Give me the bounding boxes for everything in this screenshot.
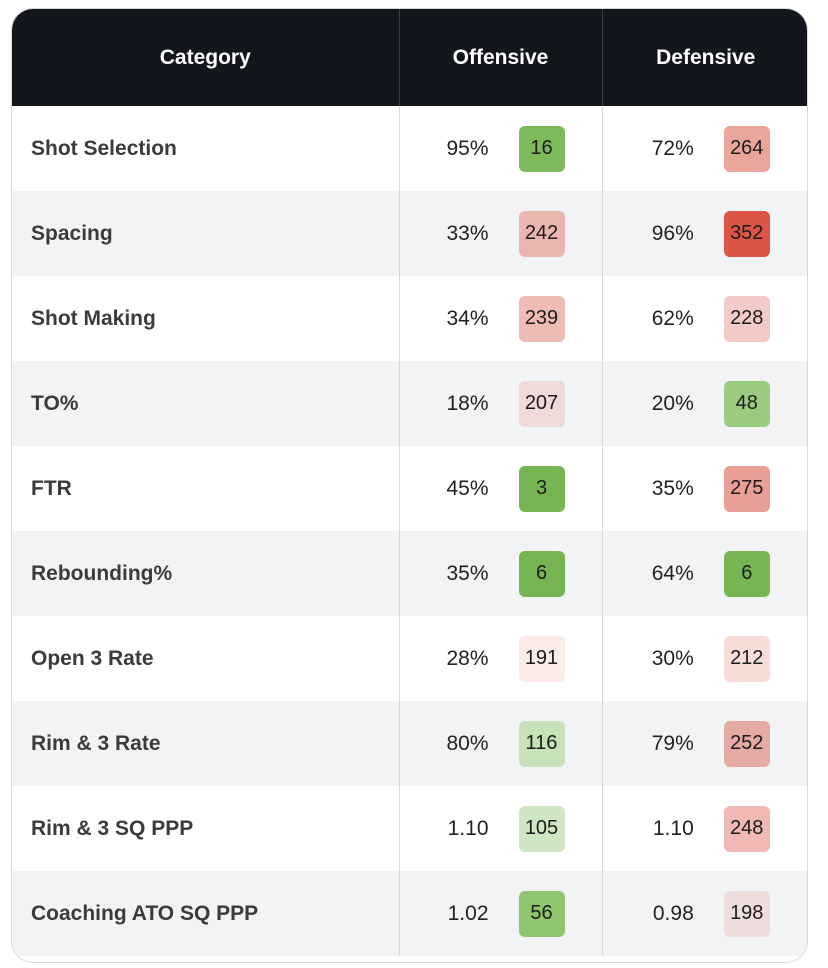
- header-offensive[interactable]: Offensive: [399, 9, 603, 106]
- category-cell: Spacing: [12, 191, 400, 276]
- defensive-value: 96%: [651, 221, 694, 245]
- defensive-rank-badge: 228: [723, 295, 770, 342]
- offensive-value: 34%: [446, 306, 489, 330]
- offensive-rank-badge: 116: [518, 720, 565, 767]
- offensive-value: 18%: [446, 391, 489, 415]
- defensive-rank-badge: 6: [723, 550, 770, 597]
- defensive-value: 62%: [651, 306, 694, 330]
- category-cell: Coaching ATO SQ PPP: [12, 871, 400, 956]
- header-defensive[interactable]: Defensive: [602, 9, 807, 106]
- defensive-cell: 62% 228: [602, 276, 807, 361]
- table-row: TO% 18% 207 20% 48: [12, 361, 807, 446]
- defensive-cell: 72% 264: [602, 106, 807, 191]
- defensive-cell: 20% 48: [602, 361, 807, 446]
- offensive-cell: 95% 16: [399, 106, 603, 191]
- table-header-row: Category Offensive Defensive: [12, 9, 807, 106]
- table-row: Rim & 3 SQ PPP 1.10 105 1.10 248: [12, 786, 807, 871]
- offensive-rank-badge: 56: [518, 890, 565, 937]
- offensive-rank-badge: 6: [518, 550, 565, 597]
- defensive-rank-badge: 275: [723, 465, 770, 512]
- offensive-value: 80%: [446, 731, 489, 755]
- table-row: Shot Making 34% 239 62% 228: [12, 276, 807, 361]
- offensive-cell: 80% 116: [399, 701, 603, 786]
- category-cell: Shot Making: [12, 276, 400, 361]
- category-cell: TO%: [12, 361, 400, 446]
- defensive-value: 1.10: [652, 816, 694, 840]
- defensive-value: 30%: [651, 646, 694, 670]
- defensive-value: 0.98: [652, 901, 694, 925]
- offensive-value: 1.10: [447, 816, 489, 840]
- header-category[interactable]: Category: [12, 9, 400, 106]
- defensive-value: 64%: [651, 561, 694, 585]
- defensive-value: 79%: [651, 731, 694, 755]
- offensive-cell: 35% 6: [399, 531, 603, 616]
- defensive-rank-badge: 248: [723, 805, 770, 852]
- defensive-cell: 64% 6: [602, 531, 807, 616]
- stats-table-card: Category Offensive Defensive Shot Select…: [11, 8, 808, 963]
- defensive-cell: 1.10 248: [602, 786, 807, 871]
- offensive-value: 33%: [446, 221, 489, 245]
- defensive-rank-badge: 252: [723, 720, 770, 767]
- table-row: Shot Selection 95% 16 72% 264: [12, 106, 807, 191]
- offensive-rank-badge: 16: [518, 125, 565, 172]
- offensive-cell: 33% 242: [399, 191, 603, 276]
- defensive-cell: 96% 352: [602, 191, 807, 276]
- offensive-value: 45%: [446, 476, 489, 500]
- defensive-rank-badge: 264: [723, 125, 770, 172]
- defensive-cell: 0.98 198: [602, 871, 807, 956]
- table-row: Coaching ATO SQ PPP 1.02 56 0.98 198: [12, 871, 807, 956]
- category-cell: FTR: [12, 446, 400, 531]
- offensive-value: 95%: [446, 136, 489, 160]
- offensive-value: 28%: [446, 646, 489, 670]
- defensive-value: 20%: [651, 391, 694, 415]
- defensive-cell: 30% 212: [602, 616, 807, 701]
- table-row: Open 3 Rate 28% 191 30% 212: [12, 616, 807, 701]
- offensive-rank-badge: 207: [518, 380, 565, 427]
- defensive-rank-badge: 212: [723, 635, 770, 682]
- offensive-cell: 18% 207: [399, 361, 603, 446]
- offensive-rank-badge: 239: [518, 295, 565, 342]
- offensive-cell: 34% 239: [399, 276, 603, 361]
- offensive-rank-badge: 105: [518, 805, 565, 852]
- defensive-cell: 35% 275: [602, 446, 807, 531]
- category-stats-table: Category Offensive Defensive Shot Select…: [12, 9, 807, 956]
- category-cell: Rebounding%: [12, 531, 400, 616]
- offensive-rank-badge: 3: [518, 465, 565, 512]
- defensive-rank-badge: 352: [723, 210, 770, 257]
- category-cell: Open 3 Rate: [12, 616, 400, 701]
- offensive-rank-badge: 191: [518, 635, 565, 682]
- offensive-value: 35%: [446, 561, 489, 585]
- defensive-value: 35%: [651, 476, 694, 500]
- offensive-rank-badge: 242: [518, 210, 565, 257]
- defensive-rank-badge: 198: [723, 890, 770, 937]
- offensive-value: 1.02: [447, 901, 489, 925]
- offensive-cell: 1.10 105: [399, 786, 603, 871]
- offensive-cell: 28% 191: [399, 616, 603, 701]
- category-cell: Rim & 3 Rate: [12, 701, 400, 786]
- category-cell: Rim & 3 SQ PPP: [12, 786, 400, 871]
- table-row: Spacing 33% 242 96% 352: [12, 191, 807, 276]
- offensive-cell: 1.02 56: [399, 871, 603, 956]
- offensive-cell: 45% 3: [399, 446, 603, 531]
- defensive-cell: 79% 252: [602, 701, 807, 786]
- table-row: Rim & 3 Rate 80% 116 79% 252: [12, 701, 807, 786]
- defensive-value: 72%: [651, 136, 694, 160]
- table-row: Rebounding% 35% 6 64% 6: [12, 531, 807, 616]
- category-cell: Shot Selection: [12, 106, 400, 191]
- defensive-rank-badge: 48: [723, 380, 770, 427]
- table-row: FTR 45% 3 35% 275: [12, 446, 807, 531]
